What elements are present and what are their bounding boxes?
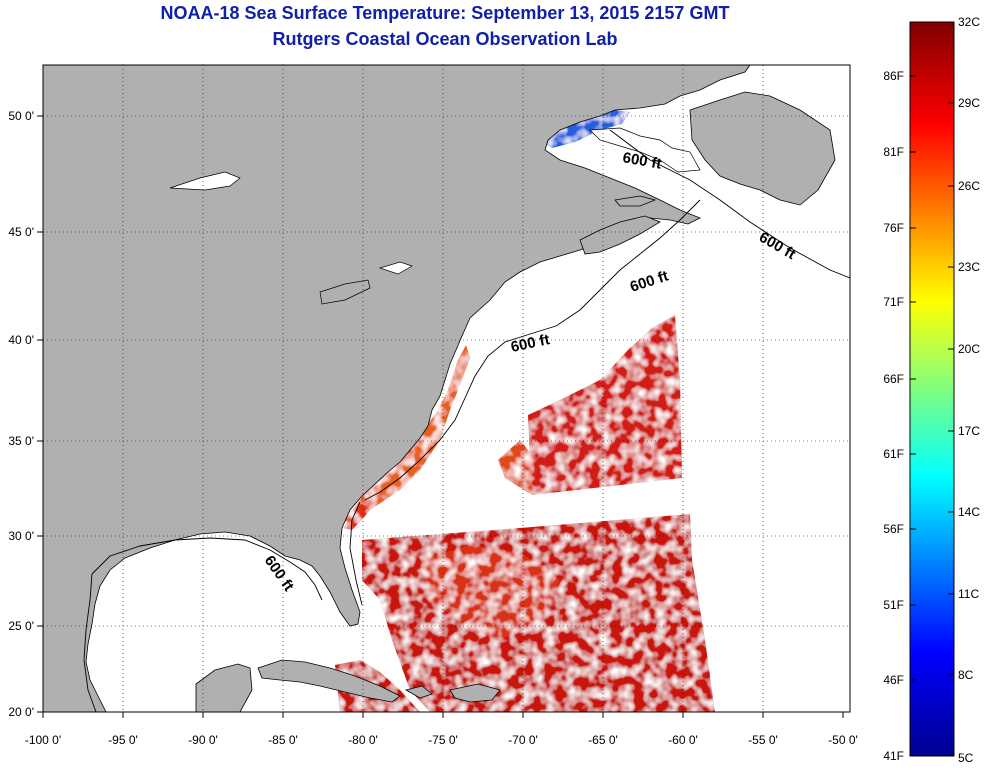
contour-label-1: 600 ft — [621, 149, 663, 173]
colorbar-labels: 86F 81F 76F 71F 66F 61F 56F 51F 46F 41F 32C 29C 26C 2… — [883, 15, 980, 765]
longitude-tick-labels: -100 0' -95 0' -90 0' -85 0' -80 0' -75 0' -70… — [25, 712, 858, 747]
colorbar-celsius-label: 11C — [958, 587, 979, 601]
lon-tick-label: -90 0' — [188, 733, 218, 747]
lat-tick-label: 45 0' — [8, 225, 34, 239]
colorbar-fahrenheit-label: 66F — [883, 372, 904, 386]
colorbar-fahrenheit-label: 61F — [883, 447, 904, 461]
isobath-600ft — [83, 129, 850, 712]
map-subtitle: Rutgers Coastal Ocean Observation Lab — [272, 29, 618, 49]
colorbar-celsius-label: 20C — [958, 342, 980, 356]
colorbar-celsius-label: 29C — [958, 96, 980, 110]
colorbar-fahrenheit-label: 71F — [883, 295, 904, 309]
lon-tick-label: -60 0' — [668, 733, 698, 747]
colorbar-fahrenheit-label: 76F — [883, 221, 904, 235]
colorbar-fahrenheit-label: 81F — [883, 145, 904, 159]
map-border — [42, 64, 851, 713]
lon-tick-label: -100 0' — [25, 733, 61, 747]
lat-tick-label: 30 0' — [8, 529, 34, 543]
st-lawrence-sst — [540, 108, 630, 148]
cuba-land — [257, 659, 401, 703]
graticule — [43, 65, 850, 712]
colorbar-fahrenheit-label: 41F — [883, 749, 904, 763]
colorbar-celsius-label: 23C — [958, 260, 980, 274]
colorbar-celsius-label: 17C — [958, 424, 980, 438]
colorbar-fahrenheit-label: 86F — [883, 69, 904, 83]
lon-tick-label: -85 0' — [268, 733, 298, 747]
lat-tick-label: 50 0' — [8, 109, 34, 123]
lat-tick-label: 35 0' — [8, 434, 34, 448]
colorbar-celsius-label: 14C — [958, 505, 980, 519]
lon-tick-label: -55 0' — [748, 733, 778, 747]
colorbar-celsius-label: 5C — [958, 751, 974, 765]
nova-scotia-land — [579, 215, 661, 255]
lat-tick-label: 20 0' — [8, 705, 34, 719]
lon-tick-label: -70 0' — [508, 733, 538, 747]
colorbar-celsius-label: 32C — [958, 15, 980, 29]
yucatan-land — [195, 663, 253, 712]
lon-tick-label: -75 0' — [428, 733, 458, 747]
colorbar-fahrenheit-label: 51F — [883, 598, 904, 612]
colorbar-celsius-label: 26C — [958, 179, 980, 193]
lon-tick-label: -50 0' — [828, 733, 858, 747]
colorbar-fahrenheit-label: 46F — [883, 673, 904, 687]
lon-tick-label: -80 0' — [348, 733, 378, 747]
lon-tick-label: -65 0' — [588, 733, 618, 747]
lat-tick-label: 40 0' — [8, 333, 34, 347]
colorbar-celsius-label: 8C — [958, 668, 974, 682]
colorbar-fahrenheit-label: 56F — [883, 522, 904, 536]
lon-tick-label: -95 0' — [108, 733, 138, 747]
coastline-detail — [169, 127, 701, 305]
newfoundland-land — [689, 91, 836, 206]
latitude-tick-labels: 50 0' 45 0' 40 0' 35 0' 30 0' 25 0' 20 0' — [8, 109, 43, 719]
map-title: NOAA-18 Sea Surface Temperature: Septemb… — [160, 3, 730, 23]
land-layer — [43, 65, 836, 712]
lat-tick-label: 25 0' — [8, 619, 34, 633]
colorbar — [909, 21, 955, 757]
